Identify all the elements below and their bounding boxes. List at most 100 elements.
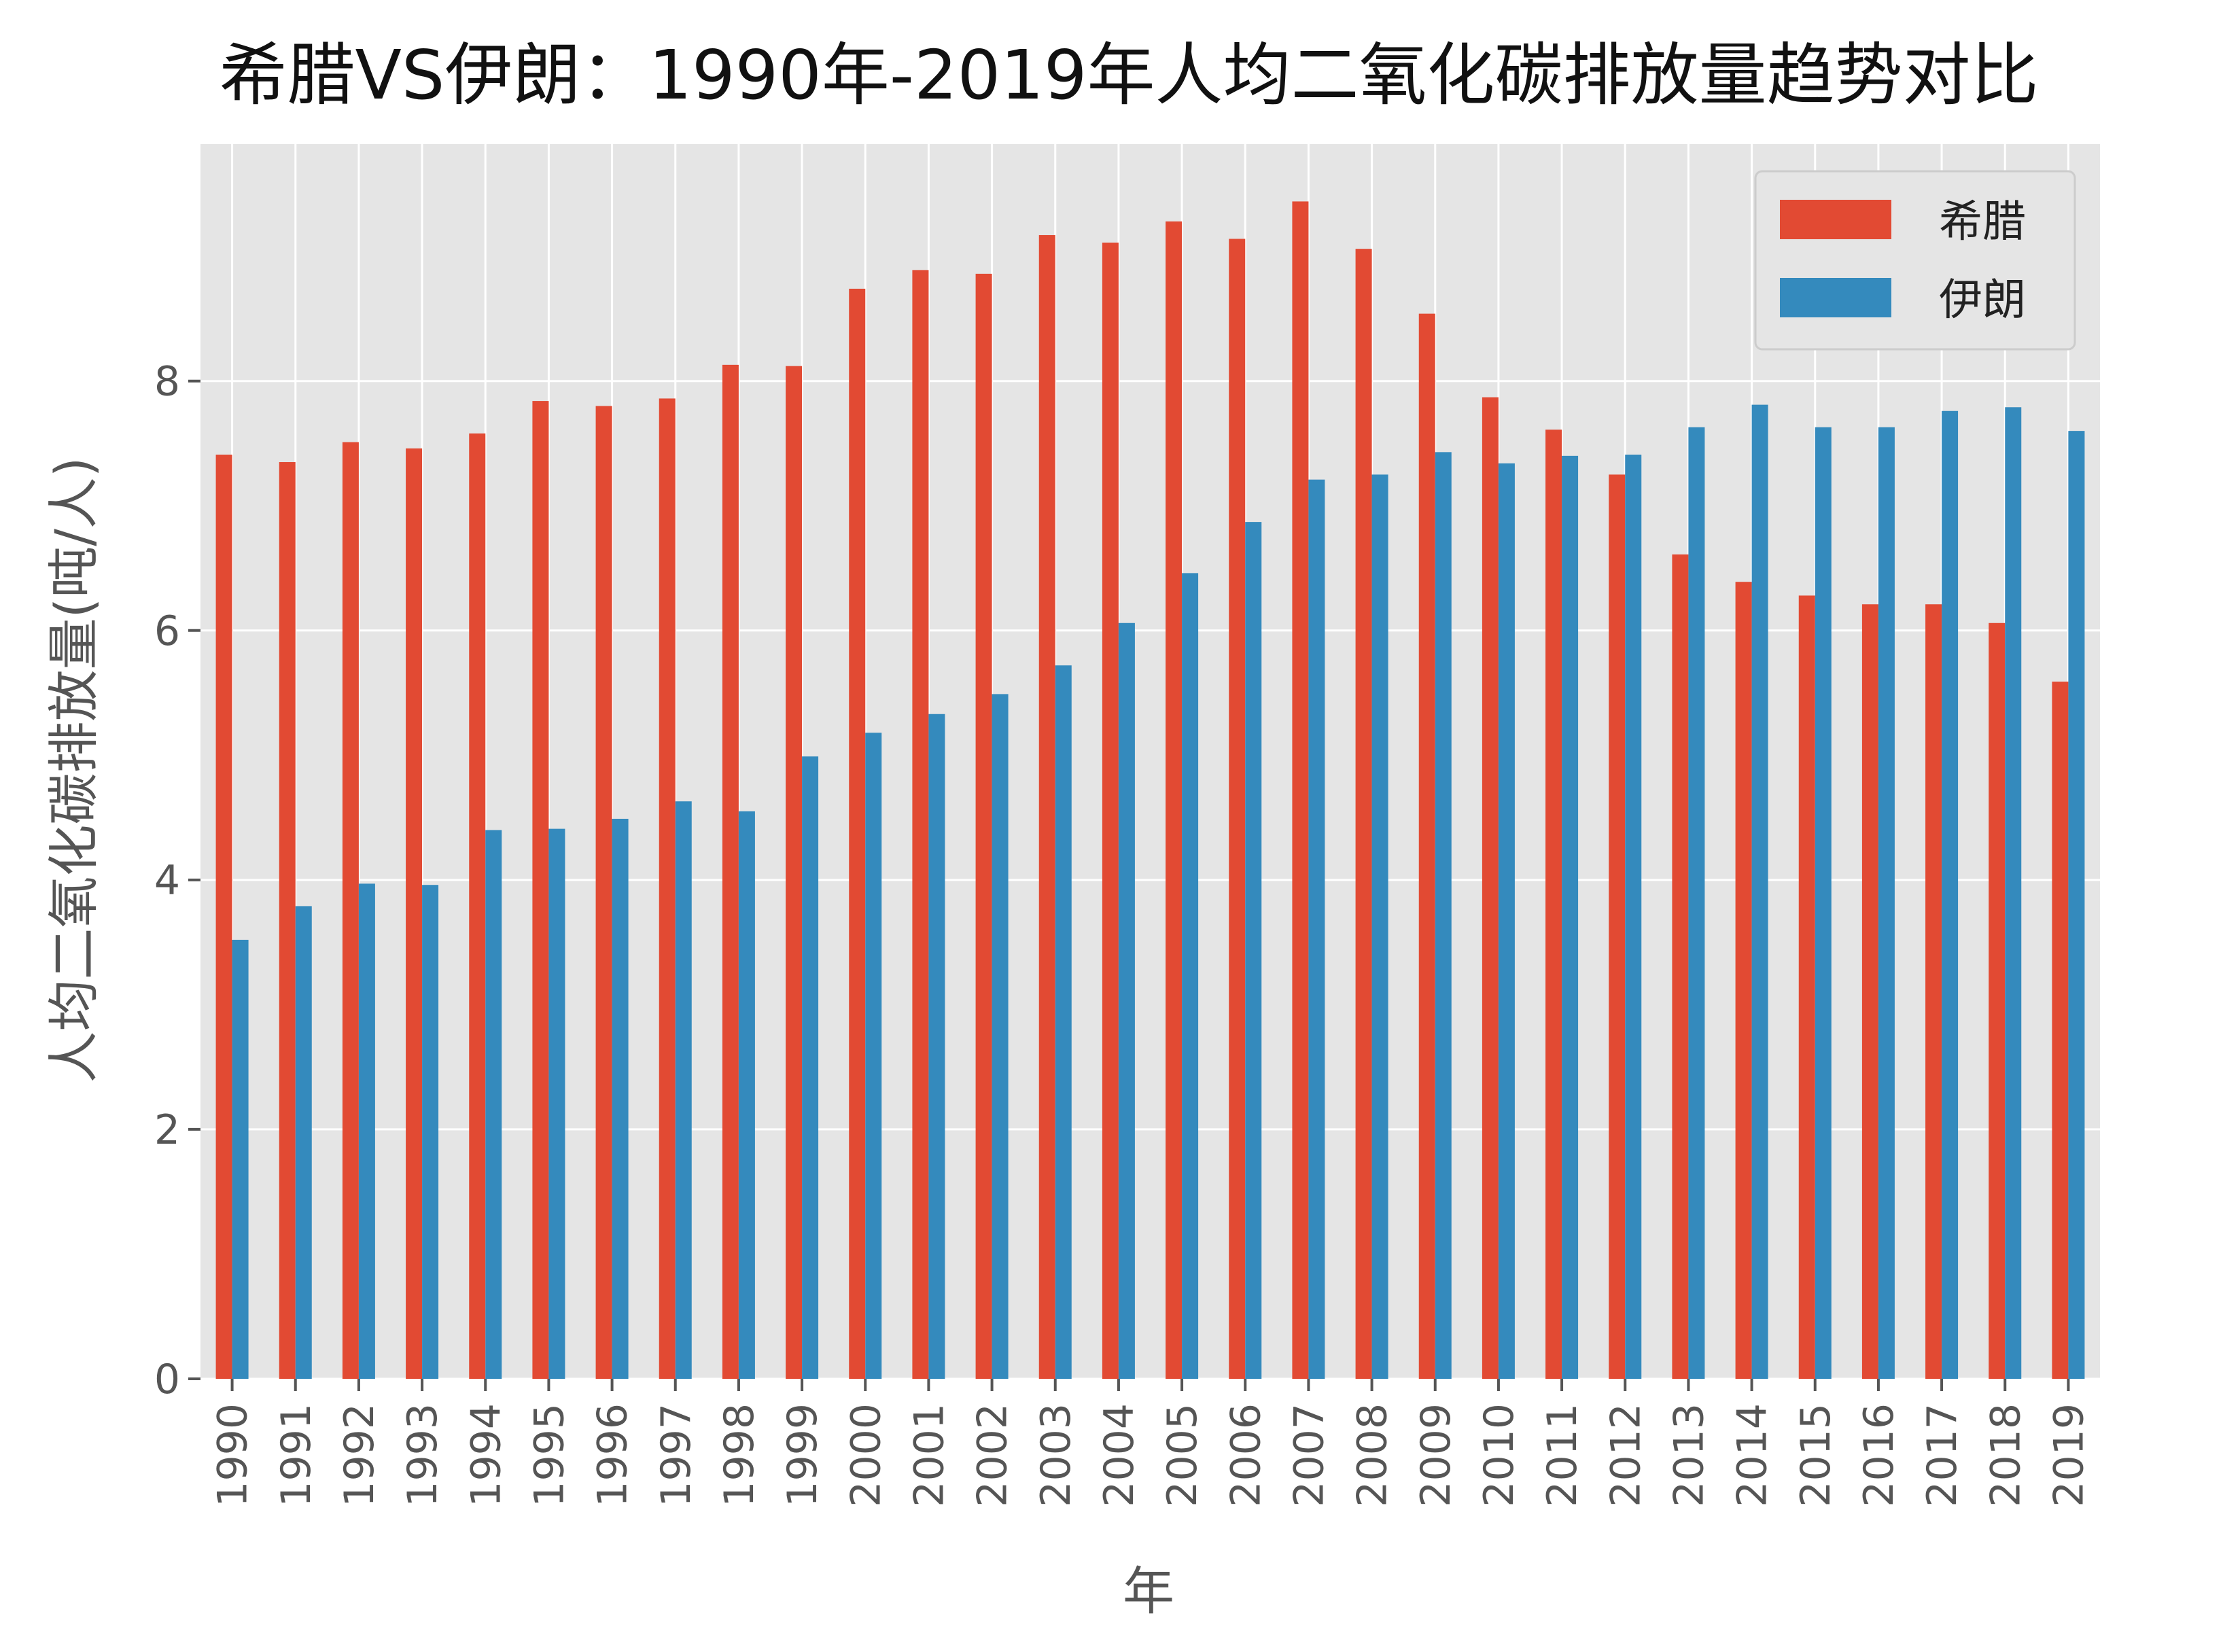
x-tick-label: 1996 [589,1403,637,1507]
bar-greece [279,462,296,1379]
bar-greece [786,366,803,1379]
x-tick-label: 1991 [273,1403,320,1507]
x-tick-label: 2010 [1475,1403,1523,1507]
bar-iran [1751,404,1768,1379]
x-tick-label: 1994 [462,1403,510,1507]
bar-greece [342,442,359,1379]
bar-greece [1989,622,2006,1379]
bar-greece [2052,682,2069,1379]
bar-iran [1688,427,1705,1379]
bar-greece [406,448,423,1379]
x-tick-label: 1997 [652,1403,700,1507]
bar-iran [1942,410,1959,1379]
legend-swatch [1780,200,1891,239]
bar-iran [1498,463,1515,1379]
bar-greece [469,433,486,1379]
y-tick-label: 2 [154,1106,180,1154]
x-axis-label: 年 [1123,1561,1174,1621]
x-tick-label: 1993 [399,1403,447,1507]
bar-greece [1292,201,1309,1379]
x-tick-label: 1999 [779,1403,826,1507]
x-tick-label: 2005 [1159,1403,1206,1507]
bar-iran [2005,407,2022,1379]
bar-greece [1861,604,1878,1379]
x-tick-label: 2000 [842,1403,890,1507]
chart-title: 希腊VS伊朗：1990年-2019年人均二氧化碳排放量趋势对比 [220,35,2039,115]
x-tick-label: 2013 [1665,1403,1713,1507]
y-axis-label: 人均二氧化碳排放量(吨/人) [43,457,104,1083]
bar-iran [1562,455,1579,1379]
bar-iran [1308,479,1325,1379]
x-tick-label: 2015 [1792,1403,1840,1507]
x-tick-label: 2008 [1349,1403,1397,1507]
x-tick-label: 2003 [1032,1403,1080,1507]
bar-iran [1625,455,1642,1379]
bar-greece [1166,221,1183,1379]
x-tick-label: 2011 [1539,1403,1586,1507]
bar-greece [912,270,929,1379]
bar-greece [1735,582,1752,1379]
bar-iran [1118,622,1135,1379]
bars [215,201,2085,1379]
y-axis: 0 2 4 6 8 [154,358,200,1403]
bar-greece [595,406,612,1379]
x-tick-label: 2007 [1285,1403,1333,1507]
x-tick-label: 1992 [336,1403,383,1507]
bar-iran [358,883,375,1379]
x-tick-label: 2016 [1855,1403,1903,1507]
x-tick-label: 2018 [1982,1403,2029,1507]
bar-iran [928,714,945,1379]
y-tick-label: 8 [154,358,180,406]
bar-iran [1435,452,1452,1379]
bar-greece [1418,313,1435,1379]
bar-iran [1245,522,1262,1379]
bar-greece [1229,239,1246,1379]
bar-iran [2068,431,2085,1379]
bar-greece [659,398,676,1379]
legend-box [1754,170,2076,351]
x-tick-label: 2014 [1729,1403,1776,1507]
x-tick-label: 1998 [716,1403,763,1507]
bar-iran [295,906,312,1379]
bar-greece [1925,604,1942,1379]
y-tick-label: 6 [154,608,180,655]
x-tick-label: 2019 [2045,1403,2093,1507]
bar-greece [1609,474,1626,1379]
bar-greece [1102,242,1119,1379]
bar-greece [1672,554,1689,1379]
x-tick-label: 2012 [1602,1403,1649,1507]
bar-greece [1545,429,1562,1379]
bar-iran [1055,665,1072,1379]
bar-iran [1815,427,1832,1379]
x-tick-label: 2017 [1919,1403,1966,1507]
bar-greece [849,288,866,1379]
bar-greece [1482,397,1499,1379]
x-tick-label: 2009 [1412,1403,1460,1507]
legend-label: 希腊 [1939,197,2026,247]
y-tick-label: 0 [154,1356,180,1403]
bar-greece [1355,249,1372,1379]
bar-greece [215,455,232,1379]
x-tick-label: 2001 [905,1403,953,1507]
bar-iran [992,694,1009,1379]
x-tick-label: 2006 [1222,1403,1270,1507]
x-tick-label: 1990 [209,1403,257,1507]
x-tick-label: 1995 [525,1403,573,1507]
bar-iran [422,885,439,1379]
bar-iran [232,939,249,1379]
legend-swatch [1780,278,1891,317]
legend-label: 伊朗 [1939,275,2026,326]
x-tick-label: 2002 [969,1403,1017,1507]
bar-iran [548,828,565,1379]
bar-iran [1878,427,1895,1379]
bar-iran [738,811,755,1379]
bar-iran [675,801,692,1379]
y-tick-label: 4 [154,857,180,904]
bar-iran [865,733,882,1379]
x-axis: 1990 1991 1992 1993 1994 1995 1996 1997 1998 1999… [209,1379,2093,1507]
bar-greece [1798,595,1815,1379]
bar-greece [722,364,739,1379]
bar-iran [802,756,819,1379]
